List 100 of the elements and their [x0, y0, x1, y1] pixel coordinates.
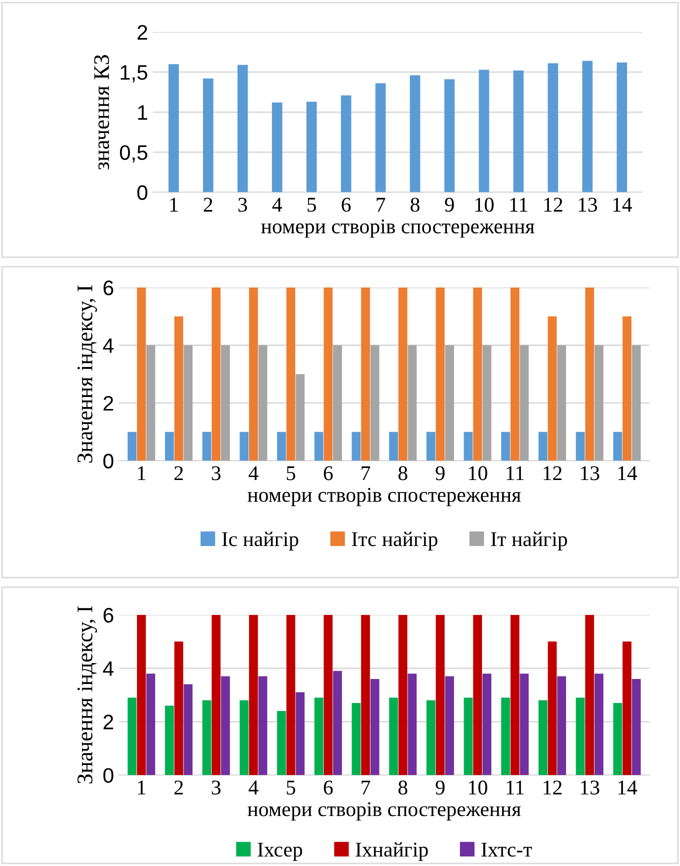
bar — [286, 614, 296, 776]
bar — [352, 432, 361, 461]
x-tick-label: 12 — [544, 780, 562, 794]
x-tick-label: 2 — [204, 198, 212, 212]
bar — [408, 674, 417, 776]
bar — [174, 316, 184, 461]
bar — [237, 64, 248, 192]
bar — [410, 75, 420, 192]
bar — [286, 288, 296, 461]
bar — [375, 83, 386, 192]
bar — [464, 698, 473, 776]
bar — [632, 345, 641, 461]
bar — [482, 674, 492, 776]
bar — [473, 614, 482, 776]
bar — [436, 614, 445, 776]
y-tick-label: 6 — [104, 280, 114, 296]
bar — [146, 345, 156, 461]
x-tick-label: 4 — [248, 466, 258, 480]
x-tick-label: 4 — [248, 780, 258, 794]
x-tick-label: 12 — [544, 466, 562, 480]
x-tick-label: 9 — [436, 780, 445, 795]
bar — [221, 345, 230, 461]
bar — [277, 710, 286, 776]
bar — [168, 64, 179, 192]
bar — [520, 345, 529, 461]
bar — [594, 674, 604, 776]
bar — [164, 706, 174, 776]
x-tick-label: 1 — [170, 198, 178, 212]
bar — [296, 374, 305, 461]
x-tick-label: 2 — [174, 780, 183, 794]
bar — [616, 62, 628, 192]
bar — [557, 676, 566, 776]
x-tick-label: 8 — [410, 198, 420, 212]
x-tick-label: 3 — [238, 198, 248, 212]
x-tick-label: 10 — [468, 780, 488, 795]
y-tick-label: 4 — [103, 338, 114, 353]
bar — [622, 316, 632, 461]
bar — [464, 432, 473, 461]
bar — [576, 432, 585, 461]
bar — [164, 432, 174, 461]
x-tick-label: 5 — [308, 198, 316, 212]
bar — [128, 698, 137, 776]
x-tick-label: 13 — [578, 198, 598, 212]
bar — [174, 642, 184, 776]
bar — [436, 288, 445, 461]
x-tick-label: 9 — [436, 466, 445, 480]
bar — [202, 78, 214, 192]
bar — [513, 70, 524, 192]
x-tick-label: 14 — [613, 198, 632, 212]
bar — [128, 432, 137, 461]
bar — [324, 614, 333, 776]
y-tick-label: 2 — [104, 714, 114, 730]
bar — [510, 614, 520, 776]
bar — [473, 288, 482, 461]
bar — [594, 345, 604, 461]
bar — [444, 79, 455, 192]
bar — [613, 432, 622, 461]
bar — [352, 702, 361, 776]
x-tick-label: 8 — [398, 780, 408, 795]
bar — [510, 288, 520, 461]
bar — [184, 345, 193, 461]
bar — [314, 698, 324, 776]
x-tick-label: 9 — [444, 198, 454, 212]
bar — [520, 674, 529, 776]
bar — [333, 345, 342, 461]
bar — [538, 700, 548, 776]
bar — [557, 345, 566, 461]
x-tick-label: 4 — [272, 198, 282, 212]
bar — [340, 95, 352, 192]
bar — [585, 288, 594, 461]
y-tick-label: 6 — [104, 608, 114, 623]
x-tick-label: 7 — [362, 780, 370, 794]
bar — [249, 288, 258, 461]
x-tick-label: 13 — [581, 466, 600, 480]
bar — [258, 676, 268, 776]
bar — [240, 432, 249, 461]
bar — [136, 614, 146, 776]
bar — [613, 702, 622, 776]
bar — [501, 698, 510, 776]
y-axis-title: значення КЗ — [94, 55, 110, 170]
bar — [136, 288, 146, 461]
x-tick-label: 5 — [286, 466, 296, 480]
x-tick-label: 11 — [506, 780, 524, 794]
x-tick-label: 2 — [174, 466, 183, 480]
bar — [632, 678, 641, 776]
x-tick-label: 12 — [544, 198, 562, 212]
bar — [361, 288, 370, 461]
y-tick-label: 0 — [103, 768, 114, 783]
x-axis-title: номери створів спостереження — [261, 219, 534, 238]
bar — [445, 676, 454, 776]
bar — [146, 674, 156, 776]
legend-label: Ітс найгір — [352, 532, 438, 550]
y-axis-title: Значення індексу, І — [77, 606, 97, 784]
bar — [277, 432, 286, 461]
x-tick-label: 3 — [212, 466, 221, 480]
bar — [333, 670, 342, 776]
bar — [482, 345, 492, 461]
bar — [501, 432, 510, 461]
x-tick-label: 10 — [468, 466, 488, 480]
y-tick-label: 0,5 — [120, 145, 148, 162]
